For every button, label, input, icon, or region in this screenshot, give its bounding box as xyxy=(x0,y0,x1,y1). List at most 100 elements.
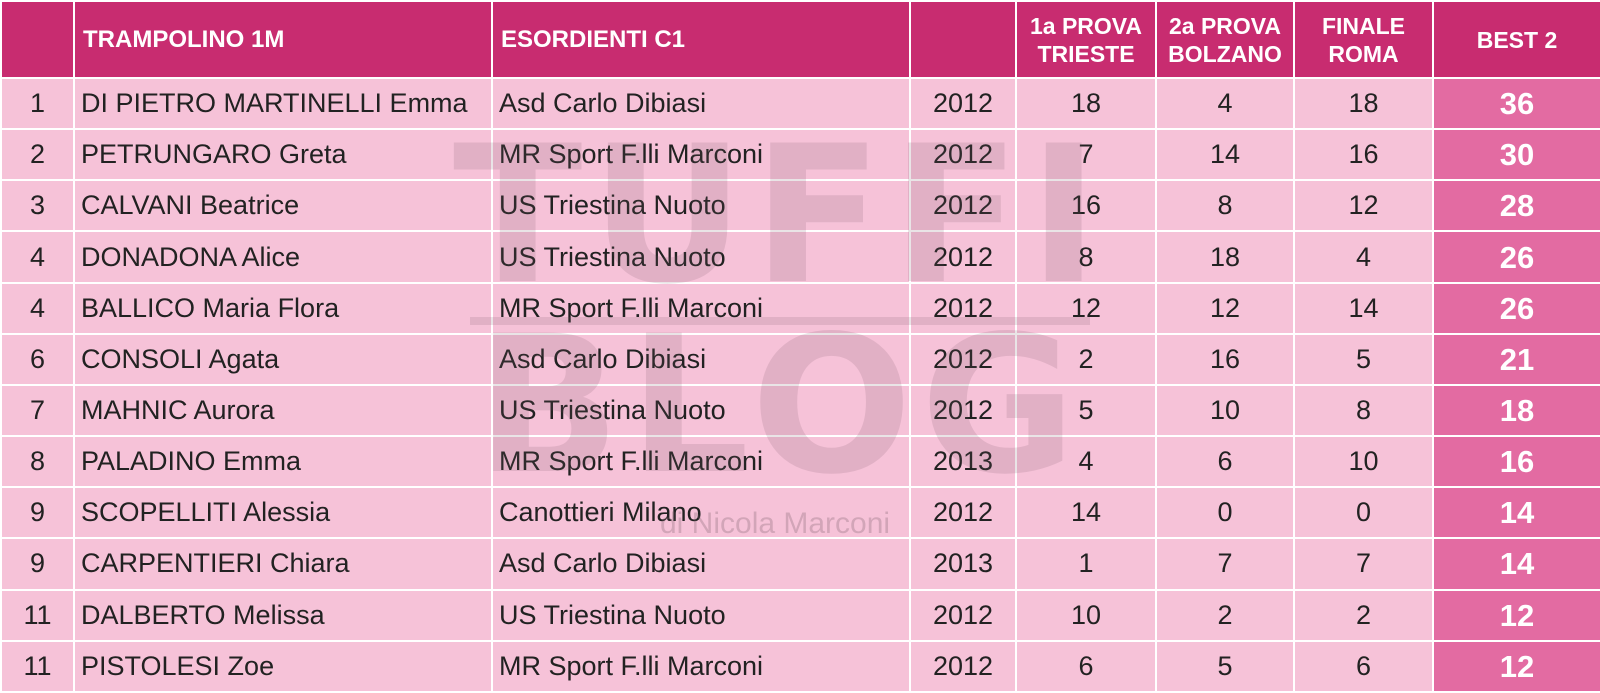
finale-score-cell: 5 xyxy=(1293,332,1434,386)
best-total-cell: 21 xyxy=(1432,332,1600,386)
athlete-name-cell: DI PIETRO MARTINELLI Emma xyxy=(73,76,493,131)
rank-cell: 11 xyxy=(0,588,75,642)
athlete-name-cell: MAHNIC Aurora xyxy=(73,383,493,438)
athlete-name-cell: CALVANI Beatrice xyxy=(73,179,493,233)
athlete-name-cell: BALLICO Maria Flora xyxy=(73,281,493,335)
rank-cell: 7 xyxy=(0,383,75,438)
prova1-score-cell: 5 xyxy=(1015,383,1157,438)
birth-year-cell: 2012 xyxy=(909,128,1017,182)
table-row: 11 DALBERTO Melissa US Triestina Nuoto 2012… xyxy=(0,588,1600,642)
header-prova2-label: 2a PROVA BOLZANO xyxy=(1168,12,1282,67)
best-total-cell: 26 xyxy=(1432,281,1600,335)
birth-year-cell: 2012 xyxy=(909,332,1017,386)
prova2-score-cell: 4 xyxy=(1155,76,1295,131)
finale-score-cell: 2 xyxy=(1293,588,1434,642)
club-cell: MR Sport F.lli Marconi xyxy=(491,128,911,182)
header-division: ESORDIENTI C1 xyxy=(491,0,911,79)
header-prova1-label: 1a PROVA TRIESTE xyxy=(1029,12,1143,67)
finale-score-cell: 7 xyxy=(1293,537,1434,591)
birth-year-cell: 2012 xyxy=(909,76,1017,131)
prova1-score-cell: 8 xyxy=(1015,230,1157,284)
prova2-score-cell: 16 xyxy=(1155,332,1295,386)
prova1-score-cell: 4 xyxy=(1015,435,1157,489)
rank-cell: 9 xyxy=(0,486,75,540)
athlete-name-cell: CARPENTIERI Chiara xyxy=(73,537,493,591)
rank-cell: 1 xyxy=(0,76,75,131)
table-row: 4 BALLICO Maria Flora MR Sport F.lli Marco… xyxy=(0,281,1600,335)
club-cell: US Triestina Nuoto xyxy=(491,179,911,233)
club-cell: US Triestina Nuoto xyxy=(491,230,911,284)
finale-score-cell: 4 xyxy=(1293,230,1434,284)
header-year xyxy=(909,0,1017,79)
prova2-score-cell: 10 xyxy=(1155,383,1295,438)
header-finale-label: FINALE ROMA xyxy=(1321,12,1406,67)
prova2-score-cell: 12 xyxy=(1155,281,1295,335)
header-row: TRAMPOLINO 1M ESORDIENTI C1 1a PROVA TRI… xyxy=(0,0,1600,79)
finale-score-cell: 10 xyxy=(1293,435,1434,489)
finale-score-cell: 6 xyxy=(1293,639,1434,693)
prova2-score-cell: 8 xyxy=(1155,179,1295,233)
finale-score-cell: 12 xyxy=(1293,179,1434,233)
standings-body: 1 DI PIETRO MARTINELLI Emma Asd Carlo Dibi… xyxy=(0,76,1600,693)
birth-year-cell: 2012 xyxy=(909,639,1017,693)
prova1-score-cell: 7 xyxy=(1015,128,1157,182)
best-total-cell: 16 xyxy=(1432,435,1600,489)
finale-score-cell: 16 xyxy=(1293,128,1434,182)
birth-year-cell: 2012 xyxy=(909,588,1017,642)
best-total-cell: 26 xyxy=(1432,230,1600,284)
best-total-cell: 18 xyxy=(1432,383,1600,438)
prova2-score-cell: 6 xyxy=(1155,435,1295,489)
athlete-name-cell: PALADINO Emma xyxy=(73,435,493,489)
birth-year-cell: 2013 xyxy=(909,537,1017,591)
table-row: 6 CONSOLI Agata Asd Carlo Dibiasi 2012 2 16 5 2… xyxy=(0,332,1600,386)
prova2-score-cell: 2 xyxy=(1155,588,1295,642)
club-cell: MR Sport F.lli Marconi xyxy=(491,435,911,489)
finale-score-cell: 14 xyxy=(1293,281,1434,335)
club-cell: Canottieri Milano xyxy=(491,486,911,540)
table-row: 1 DI PIETRO MARTINELLI Emma Asd Carlo Dibi… xyxy=(0,76,1600,131)
header-category: TRAMPOLINO 1M xyxy=(73,0,493,79)
table-row: 8 PALADINO Emma MR Sport F.lli Marconi 2013… xyxy=(0,435,1600,489)
prova1-score-cell: 18 xyxy=(1015,76,1157,131)
birth-year-cell: 2012 xyxy=(909,383,1017,438)
best-total-cell: 12 xyxy=(1432,639,1600,693)
club-cell: Asd Carlo Dibiasi xyxy=(491,537,911,591)
birth-year-cell: 2013 xyxy=(909,435,1017,489)
rank-cell: 2 xyxy=(0,128,75,182)
club-cell: US Triestina Nuoto xyxy=(491,588,911,642)
table-row: 2 PETRUNGARO Greta MR Sport F.lli Marconi 2… xyxy=(0,128,1600,182)
club-cell: Asd Carlo Dibiasi xyxy=(491,332,911,386)
header-finale: FINALE ROMA xyxy=(1293,0,1434,79)
prova2-score-cell: 7 xyxy=(1155,537,1295,591)
table-row: 9 CARPENTIERI Chiara Asd Carlo Dibiasi 2013… xyxy=(0,537,1600,591)
finale-score-cell: 18 xyxy=(1293,76,1434,131)
birth-year-cell: 2012 xyxy=(909,281,1017,335)
birth-year-cell: 2012 xyxy=(909,179,1017,233)
best-total-cell: 30 xyxy=(1432,128,1600,182)
prova2-score-cell: 0 xyxy=(1155,486,1295,540)
athlete-name-cell: SCOPELLITI Alessia xyxy=(73,486,493,540)
athlete-name-cell: PETRUNGARO Greta xyxy=(73,128,493,182)
best-total-cell: 12 xyxy=(1432,588,1600,642)
prova1-score-cell: 14 xyxy=(1015,486,1157,540)
birth-year-cell: 2012 xyxy=(909,486,1017,540)
best-total-cell: 36 xyxy=(1432,76,1600,131)
table-row: 9 SCOPELLITI Alessia Canottieri Milano 2012… xyxy=(0,486,1600,540)
prova1-score-cell: 16 xyxy=(1015,179,1157,233)
prova1-score-cell: 12 xyxy=(1015,281,1157,335)
header-prova1: 1a PROVA TRIESTE xyxy=(1015,0,1157,79)
rank-cell: 4 xyxy=(0,230,75,284)
table-row: 7 MAHNIC Aurora US Triestina Nuoto 2012 5 10 8… xyxy=(0,383,1600,438)
rank-cell: 11 xyxy=(0,639,75,693)
athlete-name-cell: CONSOLI Agata xyxy=(73,332,493,386)
club-cell: MR Sport F.lli Marconi xyxy=(491,639,911,693)
finale-score-cell: 0 xyxy=(1293,486,1434,540)
header-prova2: 2a PROVA BOLZANO xyxy=(1155,0,1295,79)
prova2-score-cell: 14 xyxy=(1155,128,1295,182)
table-row: 4 DONADONA Alice US Triestina Nuoto 2012 8 18… xyxy=(0,230,1600,284)
best-total-cell: 28 xyxy=(1432,179,1600,233)
header-rank xyxy=(0,0,75,79)
table-row: 11 PISTOLESI Zoe MR Sport F.lli Marconi 201… xyxy=(0,639,1600,693)
prova1-score-cell: 2 xyxy=(1015,332,1157,386)
athlete-name-cell: DALBERTO Melissa xyxy=(73,588,493,642)
